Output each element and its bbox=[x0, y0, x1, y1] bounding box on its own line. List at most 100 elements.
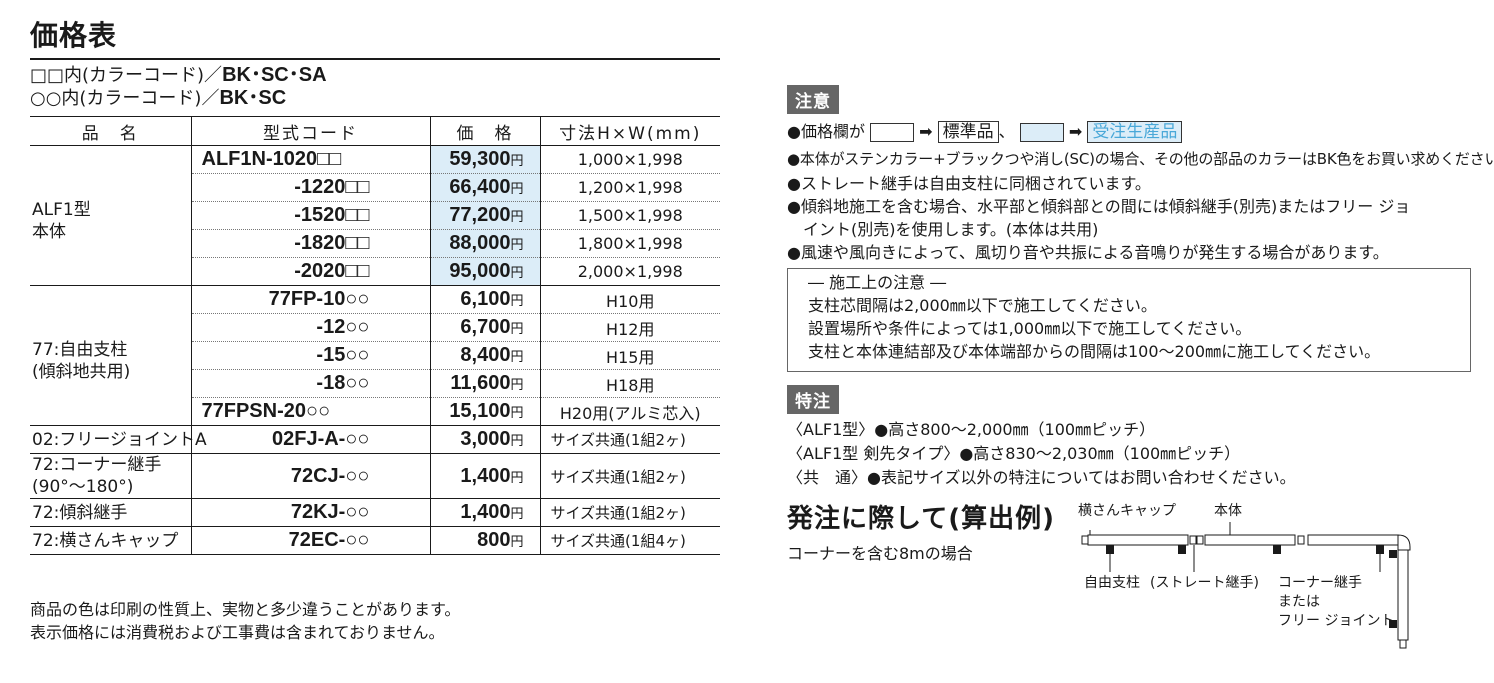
size-cell: H10用 bbox=[539, 285, 720, 314]
price-cell: 15,100円 bbox=[429, 397, 540, 426]
model-code: 77FP-10○○ bbox=[190, 285, 430, 314]
size-cell: 1,200×1,998 bbox=[539, 173, 720, 202]
price-value: 3,000 bbox=[460, 428, 511, 450]
table-row: -12○○ 6,700円 H12用 bbox=[30, 313, 720, 342]
size-cell: 1,800×1,998 bbox=[539, 229, 720, 258]
size-cell: サイズ共通(1組4ヶ) bbox=[539, 526, 720, 555]
size-cell: サイズ共通(1組2ヶ) bbox=[539, 425, 720, 454]
yen-unit: 円 bbox=[510, 293, 524, 308]
page-title: 価格表 bbox=[30, 19, 118, 52]
construction-heading: ― 施工上の注意 ― bbox=[808, 273, 947, 292]
product-name: 72:コーナー継手 (90°～180°) bbox=[30, 453, 191, 499]
price-cell: 66,400円 bbox=[429, 173, 540, 202]
column-header: 品 名 bbox=[30, 116, 191, 146]
table-row: ALF1型 本体 ALF1N-1020□□ 59,300円 1,000×1,998 bbox=[30, 145, 720, 242]
product-name-line: (90°～180°) bbox=[32, 477, 134, 497]
yen-unit: 円 bbox=[510, 433, 524, 448]
caution-line: ●傾斜地施工を含む場合、水平部と傾斜部との間には傾斜継手(別売)またはフリー ジ… bbox=[787, 197, 1411, 216]
price-cell: 1,400円 bbox=[429, 453, 540, 499]
model-code: 72KJ-○○ bbox=[190, 498, 430, 527]
model-code: -2020□□ bbox=[190, 257, 430, 286]
product-name-line: ALF1型 bbox=[32, 199, 91, 220]
table-row: 02:フリージョイントA 02FJ-A-○○ 3,000円 サイズ共通(1組2ヶ) bbox=[30, 425, 720, 454]
size-cell: H15用 bbox=[539, 341, 720, 370]
product-name-line: 02:フリージョイントA bbox=[32, 429, 207, 450]
price-value: 66,400 bbox=[449, 176, 511, 198]
example-heading: 発注に際して(算出例) bbox=[787, 504, 1055, 534]
size-cell: サイズ共通(1組2ヶ) bbox=[539, 453, 720, 499]
legend-prefix: ●価格欄が bbox=[787, 122, 865, 141]
product-name-line: 72:横さんキャップ bbox=[32, 530, 179, 551]
straight-joint-label: (ストレート継手) bbox=[1150, 575, 1259, 591]
caution-line: イント(別売)を使用します。(本体は共用) bbox=[787, 220, 1099, 239]
color-code-line-2: ○○内(カラーコード)／BK･SC bbox=[30, 87, 286, 110]
yen-unit: 円 bbox=[510, 506, 524, 521]
table-header-row: 品 名 型式コード 価 格 寸法H×W(mm) bbox=[30, 116, 720, 146]
yen-unit: 円 bbox=[510, 321, 524, 336]
product-name-line: 本体 bbox=[32, 221, 66, 242]
special-line: 〈ALF1型〉●高さ800～2,000㎜（100㎜ピッチ） bbox=[787, 420, 1156, 439]
table-row: -1220□□ 66,400円 1,200×1,998 bbox=[30, 173, 720, 202]
model-code: 77FPSN-20○○ bbox=[190, 397, 430, 426]
color-code-prefix: ○○内(カラーコード)／ bbox=[30, 88, 220, 109]
size-cell: 2,000×1,998 bbox=[539, 257, 720, 286]
model-code: ALF1N-1020□□ bbox=[190, 145, 430, 174]
price-value: 15,100 bbox=[449, 400, 511, 422]
table-row: -18○○ 11,600円 H18用 bbox=[30, 369, 720, 398]
color-code-line-1: □□内(カラーコード)／BK･SC･SA bbox=[30, 64, 327, 87]
note-line: 商品の色は印刷の性質上、実物と多少違うことがあります。 bbox=[30, 600, 461, 619]
price-cell: 6,700円 bbox=[429, 313, 540, 342]
yen-unit: 円 bbox=[510, 377, 524, 392]
price-value: 8,400 bbox=[460, 344, 511, 366]
legend-separator: 、 bbox=[998, 122, 1015, 141]
price-cell: 88,000円 bbox=[429, 229, 540, 258]
body-label: 本体 bbox=[1214, 503, 1242, 519]
post-label: 自由支柱 bbox=[1084, 575, 1140, 591]
order-swatch bbox=[1019, 123, 1064, 142]
yen-unit: 円 bbox=[510, 469, 524, 485]
table-row: -1820□□ 88,000円 1,800×1,998 bbox=[30, 229, 720, 258]
title-underline bbox=[30, 58, 720, 60]
price-cell: 800円 bbox=[429, 526, 540, 555]
bottom-notes: 商品の色は印刷の性質上、実物と多少違うことがあります。 表示価格には消費税および… bbox=[30, 598, 460, 644]
construction-line: 支柱芯間隔は2,000㎜以下で施工してください。 bbox=[808, 296, 1157, 315]
price-legend: ●価格欄が ➡ 標準品、 ➡ 受注生産品 bbox=[787, 118, 1183, 143]
price-value: 800 bbox=[477, 529, 511, 551]
table-row: -1520□□ 77,200円 1,500×1,998 bbox=[30, 201, 720, 230]
product-name-line: (傾斜地共用) bbox=[32, 361, 131, 382]
model-code: 72EC-○○ bbox=[190, 526, 430, 555]
product-name: ALF1型 本体 bbox=[30, 146, 191, 286]
price-value: 1,400 bbox=[460, 501, 511, 523]
model-code: -15○○ bbox=[190, 341, 430, 370]
color-code-values: BK･SC bbox=[219, 87, 287, 109]
yen-unit: 円 bbox=[510, 265, 524, 280]
product-name-line: 72:コーナー継手 bbox=[32, 455, 162, 475]
construction-line: 支柱と本体連結部及び本体端部からの間隔は100～200㎜に施工してください。 bbox=[808, 342, 1381, 361]
size-cell: 1,000×1,998 bbox=[539, 145, 720, 174]
color-code-prefix: □□内(カラーコード)／ bbox=[30, 65, 223, 86]
yen-unit: 円 bbox=[510, 153, 524, 168]
cap-label: 横さんキャップ bbox=[1078, 503, 1176, 519]
price-cell: 6,100円 bbox=[429, 285, 540, 314]
construction-line: 設置場所や条件によっては1,000㎜以下で施工してください。 bbox=[808, 319, 1252, 338]
corner-label-1: コーナー継手 bbox=[1278, 575, 1362, 591]
table-row: -2020□□ 95,000円 2,000×1,998 bbox=[30, 257, 720, 286]
price-cell: 8,400円 bbox=[429, 341, 540, 370]
price-cell: 77,200円 bbox=[429, 201, 540, 230]
yen-unit: 円 bbox=[510, 534, 524, 549]
price-cell: 95,000円 bbox=[429, 257, 540, 286]
caution-line: ●風速や風向きによって、風切り音や共振による音鳴りが発生する場合があります。 bbox=[787, 243, 1389, 262]
column-header: 型式コード bbox=[190, 116, 430, 146]
size-cell: H20用(アルミ芯入) bbox=[539, 397, 720, 426]
price-table: 品 名 型式コード 価 格 寸法H×W(mm) ALF1型 本体 ALF1N-102… bbox=[30, 116, 720, 555]
table-row: 77FPSN-20○○ 15,100円 H20用(アルミ芯入) bbox=[30, 397, 720, 426]
yen-unit: 円 bbox=[510, 405, 524, 420]
arrow-icon: ➡ bbox=[919, 122, 933, 141]
caution-line: ●本体がステンカラー+ブラックつや消し(SC)の場合、その他の部品のカラーはBK… bbox=[787, 150, 1494, 168]
special-line: 〈ALF1型 剣先タイプ〉●高さ830～2,030㎜（100㎜ピッチ） bbox=[787, 444, 1241, 463]
product-name-line: 72:傾斜継手 bbox=[32, 502, 128, 523]
model-code: -18○○ bbox=[190, 369, 430, 398]
special-line: 〈共 通〉●表記サイズ以外の特注についてはお問い合わせください。 bbox=[787, 468, 1296, 487]
fence-layout-diagram bbox=[1081, 522, 1411, 649]
price-value: 95,000 bbox=[449, 260, 511, 282]
